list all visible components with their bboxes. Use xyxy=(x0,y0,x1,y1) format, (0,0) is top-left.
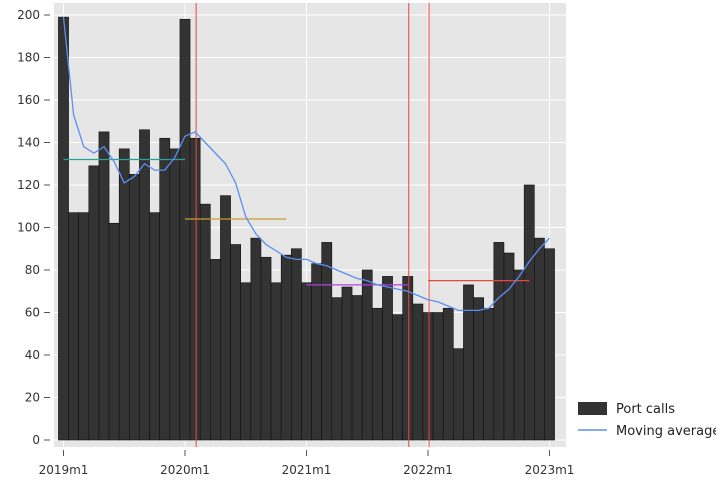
legend-bar-swatch xyxy=(578,402,607,415)
bar xyxy=(250,237,262,441)
bar xyxy=(240,282,252,441)
bar xyxy=(534,237,545,441)
bar xyxy=(270,282,282,441)
bar xyxy=(189,137,201,441)
y-tick-label: 60 xyxy=(25,306,40,320)
bar xyxy=(108,222,120,441)
bar xyxy=(58,16,69,441)
bar xyxy=(442,307,454,441)
x-tick-label: 2022m1 xyxy=(403,463,453,477)
bar xyxy=(301,282,312,441)
bar xyxy=(291,248,302,441)
bar xyxy=(453,348,464,441)
moving-average-series xyxy=(62,17,550,312)
bar xyxy=(98,131,110,441)
y-tick-label: 80 xyxy=(25,263,40,277)
bar xyxy=(422,312,434,441)
y-tick-label: 180 xyxy=(17,51,40,65)
y-tick-label: 200 xyxy=(17,8,40,22)
moving-average-line xyxy=(62,17,550,312)
bar xyxy=(280,254,292,441)
y-tick-label: 100 xyxy=(17,221,40,235)
x-tick-label: 2020m1 xyxy=(160,463,210,477)
bar xyxy=(311,263,322,441)
bar xyxy=(210,259,221,441)
bar xyxy=(402,276,414,441)
legend-line-label: Moving average xyxy=(616,424,716,439)
y-tick-label: 40 xyxy=(25,348,40,362)
bars xyxy=(58,16,555,441)
bar xyxy=(199,203,211,441)
bar xyxy=(88,165,100,441)
bar xyxy=(382,276,393,441)
x-tick-label: 2023m1 xyxy=(525,463,575,477)
bar xyxy=(179,18,191,441)
bar xyxy=(432,312,444,441)
x-tick-label: 2019m1 xyxy=(39,463,89,477)
bar xyxy=(463,284,474,441)
bar xyxy=(321,242,333,441)
bar xyxy=(513,269,525,441)
bar xyxy=(139,129,150,441)
axes: 0 20 40 60 80 100 120 140 160 180 200 2019m1 2020m1 2… xyxy=(17,8,574,477)
y-tick-label: 120 xyxy=(17,178,40,192)
bar xyxy=(149,212,160,441)
legend: Port calls Moving average xyxy=(578,402,716,439)
bar xyxy=(68,212,79,441)
y-tick-label: 160 xyxy=(17,93,40,107)
vertical-reference-lines xyxy=(195,3,430,447)
bar xyxy=(523,184,535,441)
legend-bar-label: Port calls xyxy=(616,402,675,417)
bar xyxy=(159,137,171,441)
bar xyxy=(473,297,484,441)
y-tick-label: 0 xyxy=(32,433,40,447)
y-tick-label: 140 xyxy=(17,136,40,150)
x-tick-label: 2021m1 xyxy=(282,463,332,477)
bar xyxy=(220,195,231,441)
bar xyxy=(118,148,130,441)
bar xyxy=(372,307,383,441)
bar xyxy=(129,174,140,441)
bar xyxy=(260,256,272,441)
horizontal-reference-segments xyxy=(63,158,530,286)
bar xyxy=(169,148,181,441)
bar xyxy=(230,244,241,441)
bar xyxy=(351,295,363,441)
bar xyxy=(483,307,495,441)
bar xyxy=(493,242,505,441)
y-tick-label: 20 xyxy=(25,391,40,405)
bar xyxy=(544,248,555,441)
bar xyxy=(412,303,424,441)
bar xyxy=(331,297,343,441)
bar xyxy=(361,269,373,441)
bar xyxy=(78,212,90,441)
bar xyxy=(341,286,353,441)
bar xyxy=(392,314,403,441)
